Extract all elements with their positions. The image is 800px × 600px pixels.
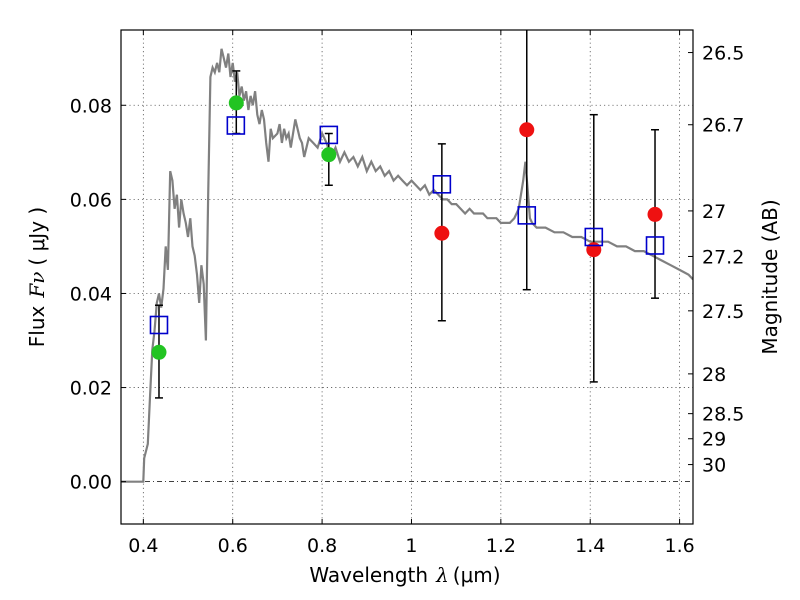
y-tick-label-2: 0.04 <box>70 283 112 305</box>
model-point-4 <box>517 206 537 225</box>
y-tick-label-1: 0.02 <box>70 378 112 400</box>
mag-tick-label-4: 27.5 <box>702 301 744 323</box>
x-tick-label-2: 0.8 <box>307 535 337 557</box>
magnitude-ticks: 26.5 26.7 27 27.2 27.5 28 28.5 29 30 <box>688 43 744 477</box>
model-points <box>149 116 665 335</box>
y-tick-label-3: 0.06 <box>70 189 112 211</box>
x-tick-label-3: 1 <box>405 535 417 557</box>
grid-layer <box>121 30 693 524</box>
red-point-0 <box>434 225 450 241</box>
x-tick-label-5: 1.4 <box>575 535 605 557</box>
red-point-2 <box>586 242 602 258</box>
mag-tick-label-8: 30 <box>702 455 726 477</box>
x-ticks: 0.4 0.6 0.8 1 1.2 1.4 1.6 <box>128 30 695 557</box>
y-axis-label: FluxFν( μJy ) <box>25 207 49 347</box>
y-tick-label-0: 0.00 <box>70 472 112 494</box>
model-point-0 <box>149 315 169 335</box>
red-point-1 <box>519 122 535 138</box>
mag-tick-label-7: 29 <box>702 429 726 451</box>
x-tick-label-6: 1.6 <box>664 535 694 557</box>
model-point-2 <box>319 125 339 145</box>
mag-tick-label-1: 26.7 <box>702 115 744 137</box>
model-point-3 <box>432 175 452 194</box>
mag-tick-label-3: 27.2 <box>702 246 744 268</box>
model-spectrum-line <box>121 48 693 483</box>
y-ticks: 0.00 0.02 0.04 0.06 0.08 <box>70 95 126 494</box>
red-points <box>434 122 663 258</box>
mag-tick-label-6: 28.5 <box>702 404 744 426</box>
red-point-3 <box>647 206 663 222</box>
x-tick-label-0: 0.4 <box>128 535 158 557</box>
x-tick-label-1: 0.6 <box>218 535 248 557</box>
x-tick-label-4: 1.2 <box>486 535 516 557</box>
y-tick-label-4: 0.08 <box>70 95 112 117</box>
green-points <box>151 95 337 360</box>
model-point-6 <box>645 236 665 255</box>
green-point-1 <box>228 95 244 111</box>
mag-tick-label-0: 26.5 <box>702 43 744 65</box>
green-point-2 <box>321 147 337 163</box>
y2-axis-label: Magnitude (AB) <box>758 199 782 354</box>
mag-tick-label-2: 27 <box>702 201 726 223</box>
mag-tick-label-5: 28 <box>702 364 726 386</box>
model-point-5 <box>584 227 604 247</box>
green-point-0 <box>151 344 167 360</box>
x-axis-label: Wavelength λ (μm) <box>309 563 500 587</box>
plot-frame <box>120 29 694 525</box>
model-point-1 <box>226 116 246 135</box>
